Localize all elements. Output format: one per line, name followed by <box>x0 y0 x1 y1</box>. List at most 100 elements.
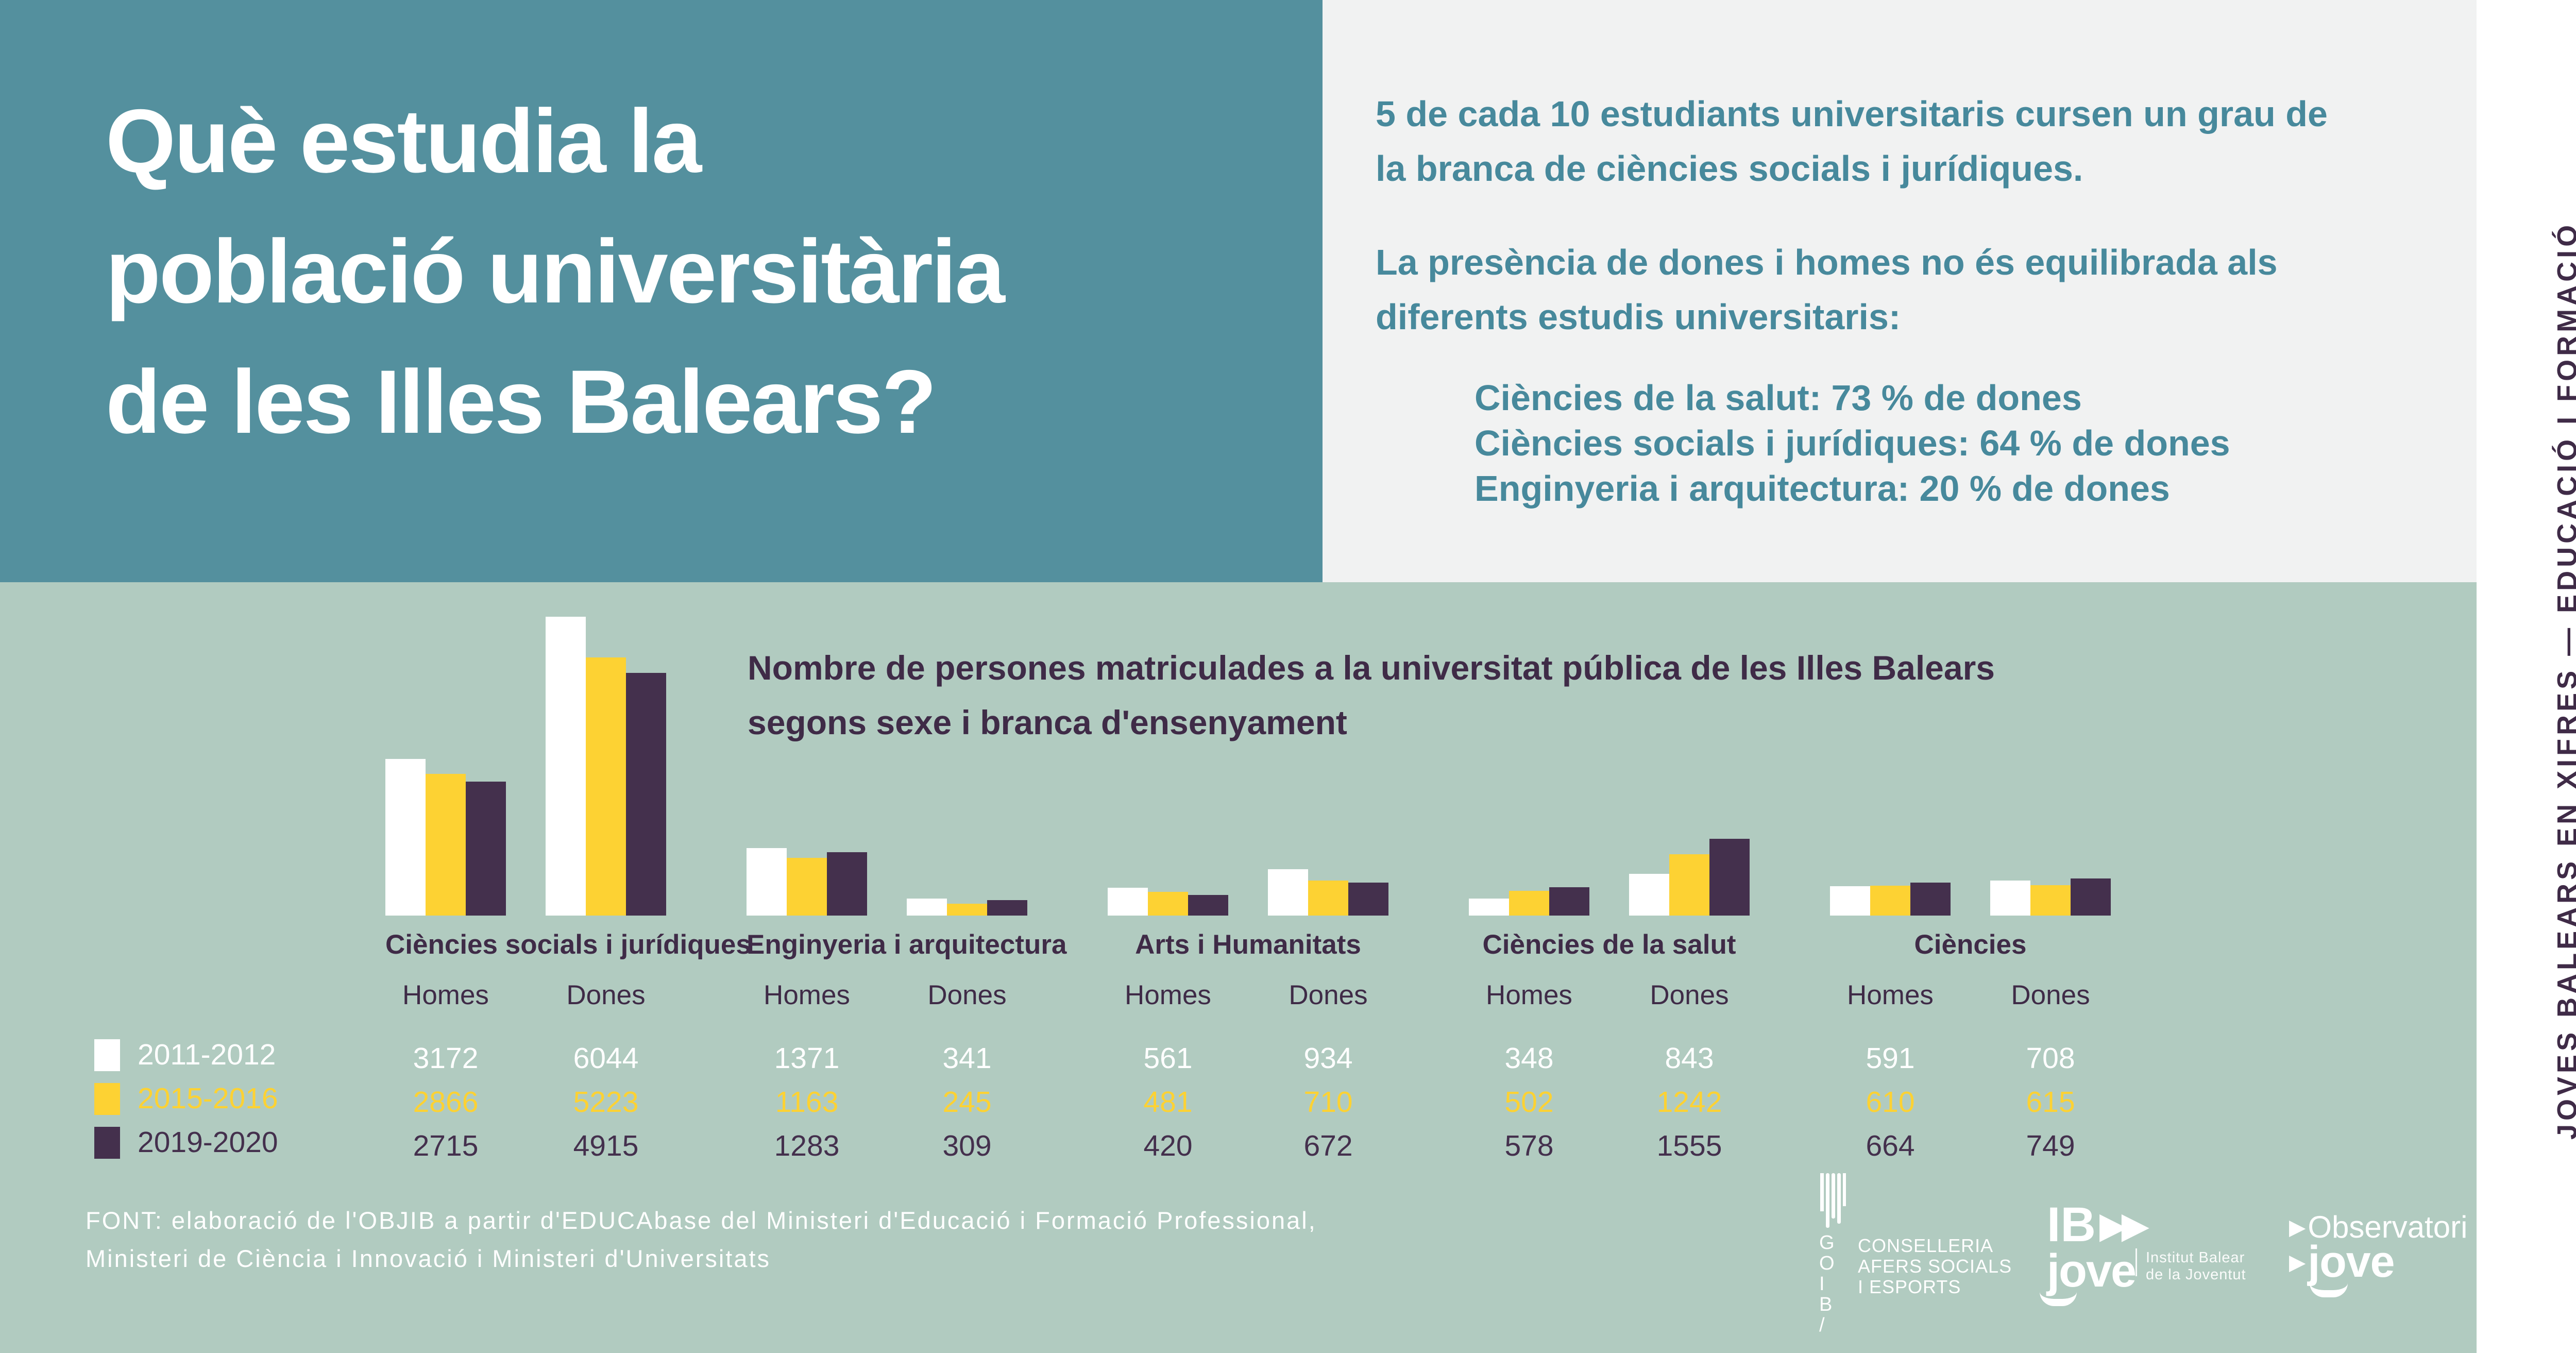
value-cell-dones: 934 <box>1303 1042 1353 1075</box>
sex-header-row: Homes Dones <box>1469 975 1750 1016</box>
sex-header: Homes <box>1847 980 1934 1010</box>
legend-label: 2015-2016 <box>138 1082 278 1115</box>
intro-p2-line1: La presència de dones i homes no és equi… <box>1376 242 2278 282</box>
value-row-2015-2016: 2866 5223 <box>385 1080 666 1124</box>
category-label: Ciències socials i jurídiques <box>385 929 751 960</box>
value-cell-dones: 1242 <box>1656 1086 1722 1119</box>
value-cell-dones: 615 <box>2026 1086 2075 1119</box>
bar-2015-2016-homes <box>1148 892 1188 916</box>
category-label: Ciències de la salut <box>1482 929 1736 960</box>
chart-panel <box>0 582 2477 1353</box>
value-row-2015-2016: 610 615 <box>1830 1080 2111 1124</box>
right-sidebar <box>2477 0 2576 1353</box>
bullet-salut: Ciències de la salut: 73 % de dones <box>1475 378 2082 418</box>
value-cell-homes: 2866 <box>413 1086 479 1119</box>
sex-header: Dones <box>1650 980 1729 1010</box>
value-cell-homes: 591 <box>1866 1042 1915 1075</box>
category-column-1: Ciències socials i jurídiques Homes Dones 3… <box>385 617 751 1168</box>
bar-group-dones <box>1629 839 1750 916</box>
value-cell-dones: 5223 <box>573 1086 639 1119</box>
value-cell-dones: 6044 <box>573 1042 639 1075</box>
value-cell-dones: 672 <box>1303 1129 1353 1162</box>
page-title-line3: de les Illes Balears? <box>106 352 937 452</box>
bar-2019-2020-dones <box>626 673 666 916</box>
jove-smile-icon <box>2310 1281 2348 1297</box>
value-row-2019-2020: 2715 4915 <box>385 1124 666 1168</box>
value-cell-homes: 2715 <box>413 1129 479 1162</box>
value-row-2011-2012: 591 708 <box>1830 1037 2111 1080</box>
bar-2019-2020-dones <box>2071 878 2111 916</box>
value-row-2015-2016: 481 710 <box>1108 1080 1388 1124</box>
bar-2011-2012-homes <box>747 848 787 916</box>
legend-swatch <box>94 1126 120 1159</box>
bar-2019-2020-homes <box>1910 883 1951 916</box>
value-cell-dones: 710 <box>1303 1086 1353 1119</box>
source-note-line1: FONT: elaboració de l'OBJIB a partir d'E… <box>86 1207 1317 1234</box>
value-cell-homes: 420 <box>1143 1129 1193 1162</box>
bar-2019-2020-homes <box>827 852 867 916</box>
value-cell-homes: 348 <box>1504 1042 1554 1075</box>
title-panel <box>0 0 1323 582</box>
bar-2015-2016-dones <box>1308 881 1348 916</box>
play-arrows-icon: ▶▶ <box>2100 1206 2148 1244</box>
logo-divider-line <box>2136 1248 2137 1276</box>
bar-2015-2016-dones <box>947 904 987 916</box>
observatori-jove-row: ▶ jove <box>2289 1240 2467 1284</box>
intro-p1-line2: la branca de ciències socials i jurídiqu… <box>1376 148 2083 189</box>
bars-row <box>1469 617 1750 916</box>
bar-group-dones <box>907 899 1027 916</box>
legend-row-2015-2016: 2015-2016 <box>94 1077 278 1121</box>
bar-2019-2020-homes <box>466 782 506 916</box>
page-title: Què estudia la població universitària de… <box>106 76 1005 467</box>
observatori-text: Observatori <box>2308 1210 2468 1244</box>
value-cell-homes: 578 <box>1504 1129 1554 1162</box>
intro-p2-line2: diferents estudis universitaris: <box>1376 297 1901 337</box>
bar-2019-2020-dones <box>1348 883 1388 916</box>
ibjove-ib-row: IB ▶▶ <box>2047 1200 2148 1250</box>
bullet-socials: Ciències socials i jurídiques: 64 % de d… <box>1475 423 2230 463</box>
sex-header: Homes <box>764 980 850 1010</box>
bar-group-homes <box>385 759 506 916</box>
value-row-2019-2020: 578 1555 <box>1469 1124 1750 1168</box>
legend-swatch <box>94 1039 120 1071</box>
value-row-2019-2020: 420 672 <box>1108 1124 1388 1168</box>
bar-group-homes <box>1469 887 1589 916</box>
source-note-line2: Ministeri de Ciència i Innovació i Minis… <box>86 1245 771 1272</box>
bar-2019-2020-homes <box>1188 895 1228 916</box>
bars-row <box>1108 617 1388 916</box>
bar-2011-2012-dones <box>546 617 586 916</box>
value-cell-homes: 1283 <box>774 1129 840 1162</box>
bar-group-dones <box>546 617 666 916</box>
conselleria-line3: I ESPORTS <box>1858 1276 1961 1297</box>
page-title-line1: Què estudia la <box>106 91 702 192</box>
bar-2019-2020-homes <box>1549 887 1589 916</box>
value-row-2015-2016: 502 1242 <box>1469 1080 1750 1124</box>
bars-row <box>1830 617 2111 916</box>
category-label: Enginyeria i arquitectura <box>747 929 1067 960</box>
bar-group-homes <box>747 848 867 916</box>
bar-2011-2012-dones <box>1990 881 2030 916</box>
bar-2015-2016-dones <box>1669 854 1709 916</box>
value-cell-homes: 481 <box>1143 1086 1193 1119</box>
sex-header: Dones <box>927 980 1007 1010</box>
institut-line1: Institut Balear <box>2146 1249 2245 1266</box>
sex-header: Dones <box>566 980 646 1010</box>
bar-2015-2016-homes <box>787 858 827 916</box>
intro-p1-line1: 5 de cada 10 estudiants universitaris cu… <box>1376 94 2328 134</box>
sex-header-row: Homes Dones <box>385 975 666 1016</box>
value-cell-dones: 309 <box>942 1129 992 1162</box>
value-cell-homes: 1163 <box>775 1086 839 1119</box>
value-cell-homes: 664 <box>1866 1129 1915 1162</box>
chart-title-line2: segons sexe i branca d'ensenyament <box>748 703 1347 741</box>
value-cell-dones: 4915 <box>573 1129 639 1162</box>
goib-flag-icon <box>1820 1173 1846 1228</box>
bullet-enginyeria: Enginyeria i arquitectura: 20 % de dones <box>1475 468 2170 509</box>
triangle-icon: ▶ <box>2289 1215 2306 1239</box>
legend-label: 2011-2012 <box>138 1038 276 1071</box>
bar-group-homes <box>1830 883 1951 916</box>
jove-smile-icon <box>2040 1290 2077 1306</box>
category-column-5: Ciències Homes Dones 591 708 610 615 664 749 <box>1830 617 2111 1168</box>
value-row-2015-2016: 1163 245 <box>747 1080 1027 1124</box>
bars-row <box>747 617 1027 916</box>
